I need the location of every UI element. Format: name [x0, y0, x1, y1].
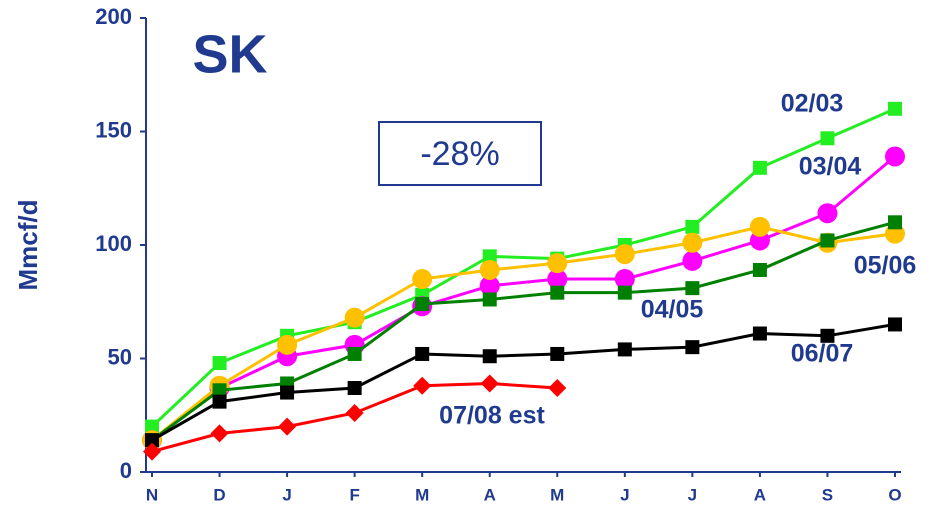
point [479, 275, 500, 296]
point [412, 269, 433, 290]
x-tick-label: J [620, 485, 629, 504]
series-label: 03/04 [799, 153, 862, 181]
point [415, 346, 430, 361]
point [479, 259, 500, 280]
x-tick-label: J [688, 485, 697, 504]
chart-title: SK [192, 24, 267, 84]
point [482, 349, 497, 364]
series-label: 07/08 est [439, 402, 545, 430]
y-tick-label: 50 [108, 344, 132, 369]
point [145, 419, 159, 434]
point [548, 379, 567, 398]
point [752, 326, 767, 341]
series-line [150, 107, 896, 428]
point [752, 262, 767, 277]
x-tick-label: M [415, 485, 429, 504]
point [347, 346, 362, 361]
point [143, 442, 161, 461]
point [550, 346, 565, 361]
point [685, 219, 700, 234]
point [347, 381, 362, 396]
x-tick-label: F [349, 485, 359, 504]
point [817, 203, 838, 224]
point [280, 385, 295, 400]
point [480, 374, 499, 393]
point [617, 342, 632, 357]
x-tick-label: N [146, 485, 158, 504]
point [482, 249, 497, 264]
point [820, 328, 835, 343]
point [885, 146, 905, 167]
point [820, 233, 835, 248]
point [888, 317, 902, 332]
y-tick-label: 100 [95, 231, 132, 256]
y-tick-label: 150 [95, 117, 132, 142]
point [547, 253, 568, 274]
point [550, 285, 565, 300]
series-label: 05/06 [854, 252, 917, 280]
x-tick-label: D [213, 485, 225, 504]
point [482, 292, 497, 307]
series-label: 04/05 [641, 296, 704, 324]
point [888, 101, 902, 116]
x-tick-label: A [754, 485, 766, 504]
series-line [151, 220, 896, 442]
x-tick-label: A [484, 485, 496, 504]
point [617, 285, 632, 300]
point [415, 297, 430, 312]
point [682, 232, 703, 253]
point [278, 417, 297, 436]
point [614, 269, 635, 290]
point [212, 383, 227, 398]
point [145, 433, 159, 448]
series-line [151, 155, 896, 442]
point [685, 340, 700, 355]
point [413, 376, 432, 395]
annotation: -28% [420, 135, 499, 173]
point [682, 250, 703, 271]
point [277, 334, 298, 355]
point [752, 160, 767, 175]
y-axis-label: Mmcf/d [13, 200, 43, 291]
x-tick-label: J [282, 485, 291, 504]
point [820, 131, 835, 146]
series-line [151, 322, 896, 442]
x-tick-label: M [550, 485, 564, 504]
y-tick-label: 0 [120, 458, 132, 483]
point [685, 281, 700, 296]
x-tick-label: S [822, 485, 833, 504]
point [210, 424, 229, 443]
point [212, 394, 227, 409]
point [888, 215, 902, 230]
series-line [151, 225, 896, 442]
point [345, 403, 364, 422]
point [614, 244, 635, 265]
series-label: 02/03 [781, 90, 844, 118]
annotation-box [378, 121, 542, 186]
point [749, 216, 770, 237]
series-label: 06/07 [791, 340, 854, 368]
point [212, 356, 227, 371]
x-tick-label: O [888, 485, 901, 504]
point [547, 269, 568, 290]
point [344, 307, 365, 328]
y-tick-label: 200 [95, 4, 132, 29]
